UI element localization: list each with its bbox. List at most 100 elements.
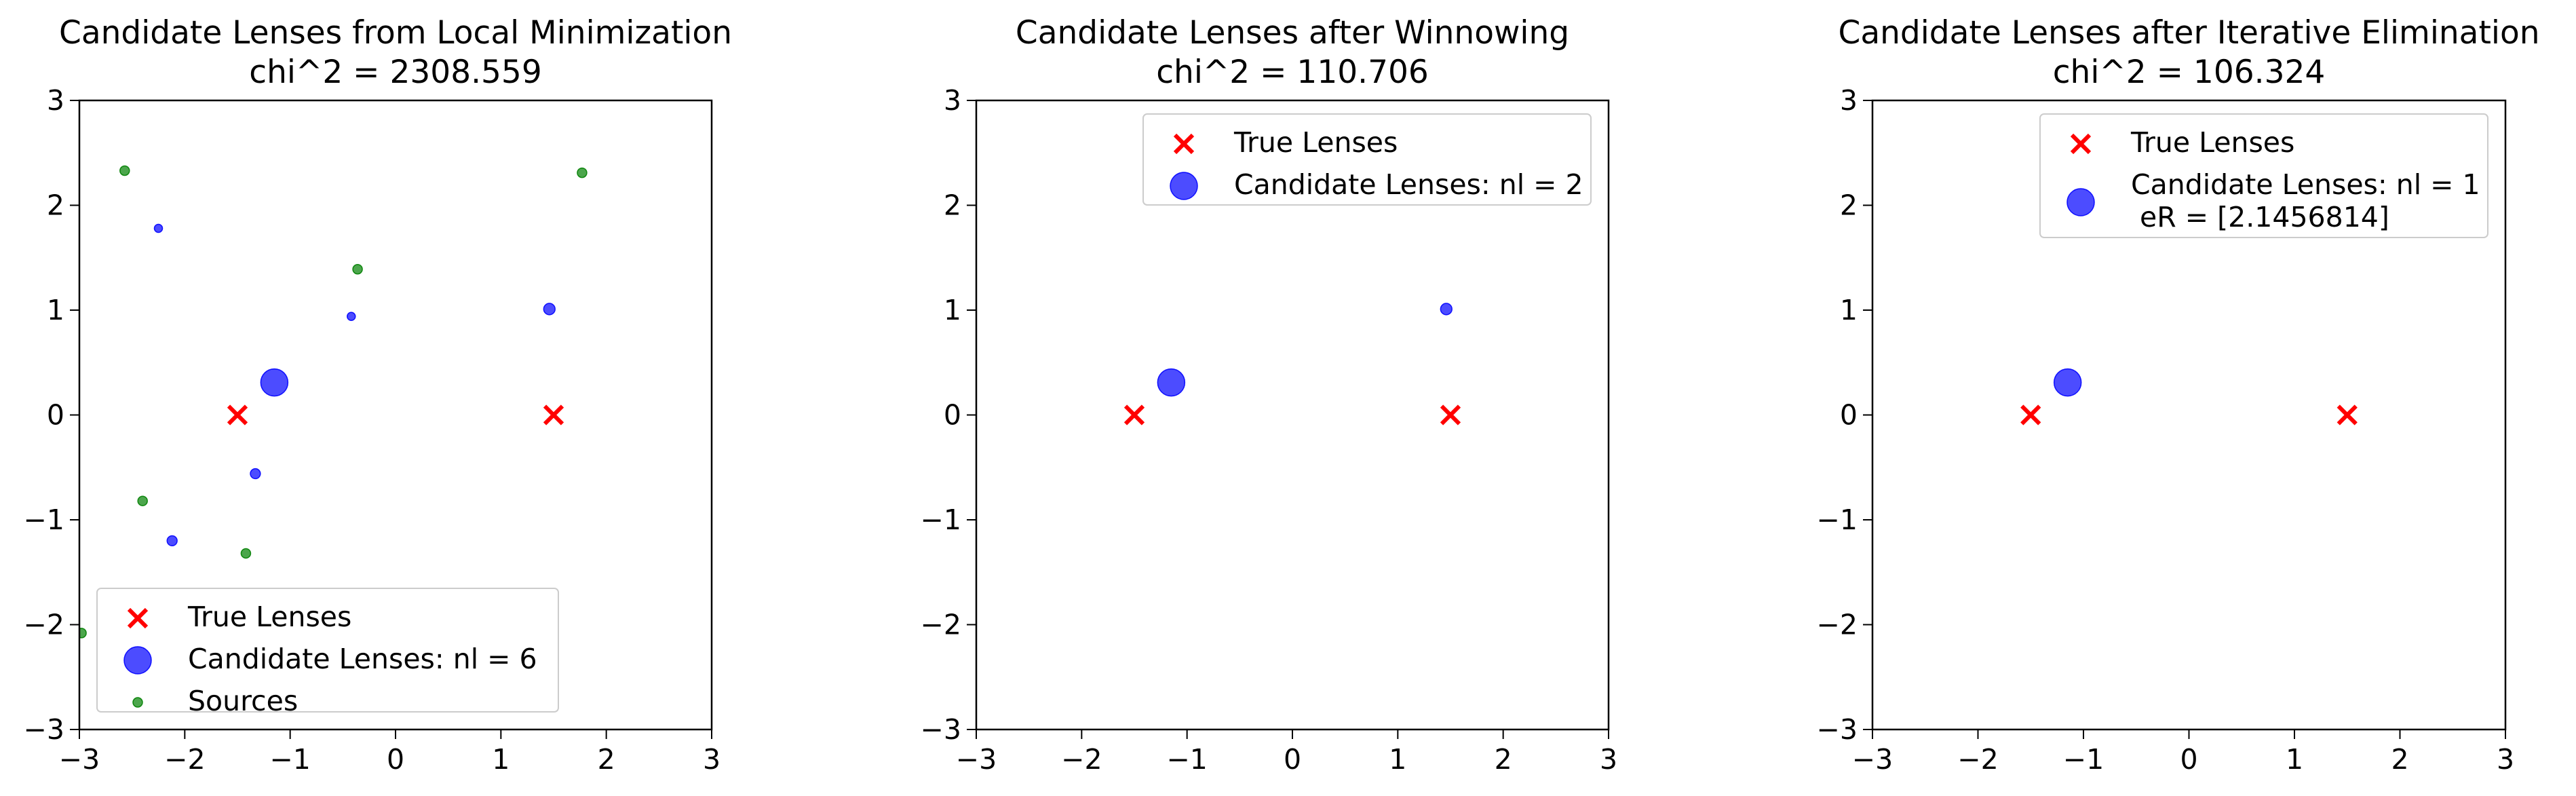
- series-1: [227, 404, 564, 425]
- candidate-lens-marker: [166, 535, 178, 547]
- axes-frame: [1871, 99, 2507, 731]
- legend-candidate-marker: [123, 646, 152, 675]
- true-lens-marker-stroke-b: [2020, 404, 2041, 425]
- y-tick-label: 2: [944, 189, 961, 222]
- legend-label-1: True Lenses: [187, 601, 351, 633]
- true-lens-marker: [543, 404, 564, 425]
- y-tick-label: 3: [1840, 84, 1858, 117]
- x-tick-label: −3: [1852, 743, 1893, 776]
- y-tick-label: 0: [47, 399, 64, 432]
- legend-true-lens-marker: [127, 607, 149, 629]
- candidate-lens-marker: [153, 223, 164, 233]
- plot-area: [2020, 368, 2358, 425]
- chart-subtitle: chi^2 = 110.706: [1156, 54, 1429, 91]
- true-lens-marker: [227, 404, 248, 425]
- source-marker: [137, 495, 148, 506]
- legend-label-1: True Lenses: [1233, 126, 1398, 159]
- true-lens-marker-stroke-b: [1440, 404, 1461, 425]
- legend-box: [1142, 113, 1592, 206]
- chart-subtitle: chi^2 = 106.324: [2053, 54, 2326, 91]
- y-tick-label: −3: [24, 713, 64, 746]
- legend-box: [96, 588, 559, 713]
- y-tick-label: 1: [47, 294, 64, 326]
- legend-true-lens-marker: [1173, 133, 1195, 155]
- legend-label-2: Candidate Lenses: nl = 1 eR = [2.1456814…: [2131, 168, 2480, 233]
- true-lens-marker-stroke-b: [227, 404, 248, 425]
- y-tick-label: 1: [1840, 294, 1858, 326]
- x-tick-label: −3: [59, 743, 100, 776]
- legend-candidate-marker: [1170, 172, 1198, 200]
- x-tick-label: 2: [2391, 743, 2408, 776]
- legend: True Lenses Candidate Lenses: nl = 1 eR =…: [2039, 113, 2488, 238]
- y-tick-label: 3: [47, 84, 64, 117]
- legend: True Lenses Candidate Lenses: nl = 2: [1142, 113, 1592, 206]
- y-tick-label: −1: [1817, 504, 1858, 536]
- x-tick-label: −2: [1061, 743, 1102, 776]
- legend-true-lens-marker-stroke-b: [2070, 133, 2092, 155]
- series-1: [2020, 404, 2358, 425]
- x-tick-label: −2: [164, 743, 205, 776]
- legend-label-line: True Lenses: [1233, 126, 1398, 159]
- source-marker: [240, 548, 252, 559]
- legend-label-line: Sources: [188, 685, 298, 717]
- x-tick-label: 0: [1284, 743, 1301, 776]
- x-tick-label: −3: [956, 743, 997, 776]
- series-2: [2053, 368, 2082, 397]
- source-marker: [352, 263, 363, 275]
- legend-box: [2039, 113, 2488, 238]
- true-lens-marker: [1123, 404, 1145, 425]
- series-3: [79, 165, 588, 639]
- series-2: [1157, 303, 1453, 397]
- y-tick-label: 0: [944, 399, 961, 432]
- x-tick-label: 3: [2497, 743, 2514, 776]
- legend-label-line: Candidate Lenses: nl = 2: [1234, 168, 1583, 201]
- x-tick-label: 3: [703, 743, 720, 776]
- panel-1: Candidate Lenses from Local Minimization…: [24, 14, 732, 776]
- plot-area: [79, 165, 588, 639]
- x-tick-label: 1: [492, 743, 510, 776]
- legend-true-lens-marker: [2070, 133, 2092, 155]
- y-tick-label: −2: [1817, 609, 1858, 641]
- candidate-lens-marker: [2053, 368, 2082, 397]
- candidate-lens-marker: [250, 468, 261, 480]
- axes-frame: [975, 99, 1610, 731]
- legend-candidate-marker: [2066, 188, 2095, 216]
- x-tick-label: −1: [269, 743, 310, 776]
- x-tick-label: 3: [1600, 743, 1617, 776]
- legend-true-lens-marker-stroke-b: [127, 607, 149, 629]
- y-tick-label: −2: [921, 609, 961, 641]
- y-tick-label: −3: [1817, 713, 1858, 746]
- legend-label-line: Candidate Lenses: nl = 6: [188, 643, 537, 675]
- candidate-lens-marker: [543, 303, 556, 316]
- chart-title: Candidate Lenses after Iterative Elimina…: [1839, 14, 2540, 52]
- true-lens-marker-stroke-b: [543, 404, 564, 425]
- candidate-lens-marker: [1157, 368, 1186, 397]
- source-marker: [119, 165, 130, 176]
- x-tick-label: −1: [1166, 743, 1207, 776]
- true-lens-marker: [2020, 404, 2041, 425]
- true-lens-marker-stroke-b: [2337, 404, 2358, 425]
- legend: True Lenses Candidate Lenses: nl = 6 Sourc…: [96, 588, 559, 717]
- plot-area: [1123, 303, 1461, 425]
- true-lens-marker: [2337, 404, 2358, 425]
- series-2: [153, 223, 556, 547]
- x-tick-label: 2: [1495, 743, 1512, 776]
- chart-subtitle: chi^2 = 2308.559: [249, 54, 542, 91]
- legend-label-3: Sources: [188, 685, 298, 717]
- chart-title: Candidate Lenses from Local Minimization: [59, 14, 732, 52]
- candidate-lens-marker: [260, 368, 289, 397]
- series-1: [1123, 404, 1461, 425]
- legend-label-line: eR = [2.1456814]: [2131, 201, 2389, 233]
- legend-label-line: True Lenses: [2130, 126, 2294, 159]
- x-tick-label: 0: [387, 743, 404, 776]
- x-tick-label: −1: [2063, 743, 2104, 776]
- y-tick-label: 2: [1840, 189, 1858, 222]
- x-tick-label: 1: [1389, 743, 1406, 776]
- axes-frame: [78, 99, 713, 731]
- x-tick-label: 0: [2180, 743, 2197, 776]
- candidate-lens-marker: [347, 311, 356, 322]
- true-lens-marker: [1440, 404, 1461, 425]
- y-tick-label: −1: [921, 504, 961, 536]
